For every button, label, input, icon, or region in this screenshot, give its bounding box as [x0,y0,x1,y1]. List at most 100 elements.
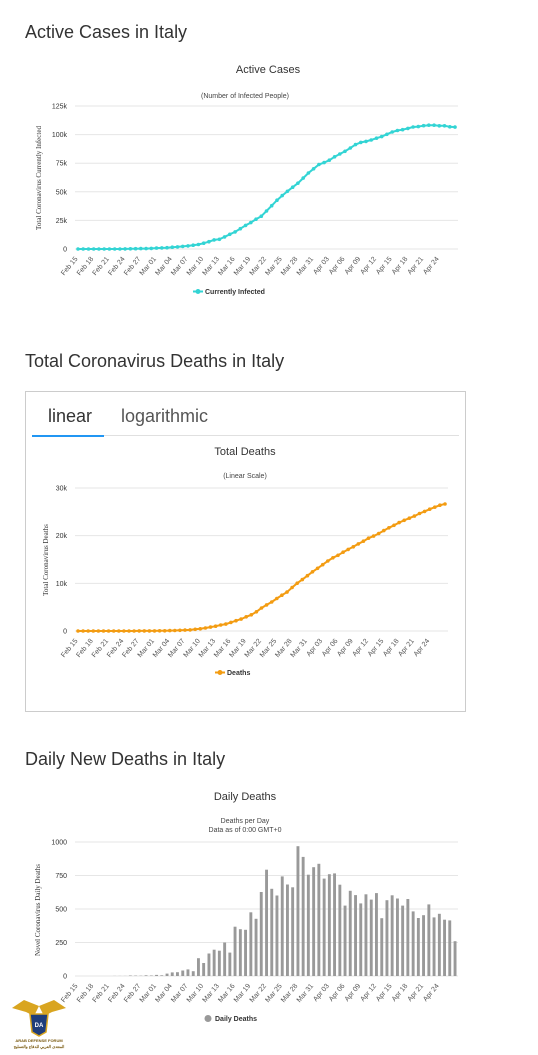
total-deaths-section-title: Total Coronavirus Deaths in Italy [25,351,285,371]
data-point [244,615,248,619]
data-point [152,629,157,633]
series-line [78,503,446,632]
data-point [162,629,167,633]
active-cases-chart: Active Cases (Number of Infected People) 0… [35,64,458,296]
bar [301,856,305,976]
data-point [359,140,363,145]
y-axis-label: Novel Coronavirus Daily Deaths [34,864,42,956]
data-point [407,516,412,520]
data-point [300,577,305,582]
data-point [317,162,321,167]
data-point [275,596,279,601]
y-axis-label: Total Coronavirus Deaths [42,524,50,596]
daily-deaths-chart: Daily Deaths Deaths per Day Data as of 0:0… [34,791,458,1023]
data-point [336,553,340,558]
data-point [290,185,295,189]
y-axis-label: Total Coronavirus Currently Infected [35,126,43,230]
chart-subtitle: (Linear Scale) [223,473,267,480]
data-point [101,629,106,633]
bar [233,926,237,976]
data-point [154,246,159,250]
bar [238,929,242,976]
data-point [144,246,148,251]
data-point [448,125,452,129]
data-point [102,247,106,251]
data-point [310,570,315,574]
active-cases-section-title: Active Cases in Italy [25,22,188,42]
data-point [249,613,254,617]
data-point [264,209,269,213]
data-point [127,629,131,633]
data-point [149,246,154,251]
bar [202,963,206,976]
data-point [254,217,258,221]
bar [401,905,405,976]
bar [333,873,336,976]
data-point [91,629,96,633]
bar [343,905,347,976]
bar [437,913,441,976]
data-point [81,247,85,251]
data-point [427,123,431,127]
bar [369,899,373,976]
data-point [243,223,248,228]
x-tick-label: Mar 31 [296,256,315,277]
data-point [406,126,410,131]
bar [254,918,258,976]
data-point [233,230,237,234]
data-point [264,603,269,607]
data-point [280,193,285,198]
bar [322,878,326,976]
data-point [254,610,259,614]
data-point [390,130,395,134]
data-point [173,628,177,633]
data-point [142,629,147,633]
data-point [208,625,213,629]
tab-linear[interactable]: linear [48,406,93,426]
data-point [364,139,368,144]
data-point [117,629,121,633]
data-point [212,238,216,242]
data-point [382,528,386,533]
data-point [259,214,264,218]
data-point [417,511,422,516]
data-point [400,127,405,132]
data-point [123,247,127,251]
bar [317,863,321,976]
data-point [296,181,300,185]
data-point [201,241,206,245]
data-point [395,128,400,133]
data-point [285,590,289,594]
y-tick-label: 50k [56,189,68,196]
bar [160,975,164,976]
data-point [371,534,376,538]
data-point [86,247,91,251]
data-point [160,246,164,250]
y-tick-label: 500 [55,907,67,914]
data-point [157,629,162,633]
chart-subtitle-2: Data as of 0:00 GMT+0 [209,827,282,834]
logo-line2: المنتدى العربي للدفاع والتسليح [13,1044,65,1049]
x-tick-label: Mar 31 [290,638,309,659]
data-point [218,623,223,627]
tab-logarithmic[interactable]: logarithmic [121,406,209,426]
x-tick-label: Apr 18 [391,256,410,276]
data-point [213,624,218,628]
data-point [238,226,243,231]
data-point [301,176,306,180]
data-point [411,125,415,129]
bar [453,941,457,976]
x-tick-label: Mar 31 [296,983,315,1004]
data-point [421,123,426,128]
data-point [193,627,197,632]
y-tick-label: 750 [55,873,67,880]
data-point [397,520,401,525]
data-point [188,628,192,632]
data-point [269,203,274,208]
x-tick-label: Apr 24 [422,983,441,1003]
data-point [180,244,185,249]
bar [181,970,185,976]
data-point [416,124,421,129]
eagle-logo-icon: DA [12,1000,66,1037]
data-point [224,622,228,626]
